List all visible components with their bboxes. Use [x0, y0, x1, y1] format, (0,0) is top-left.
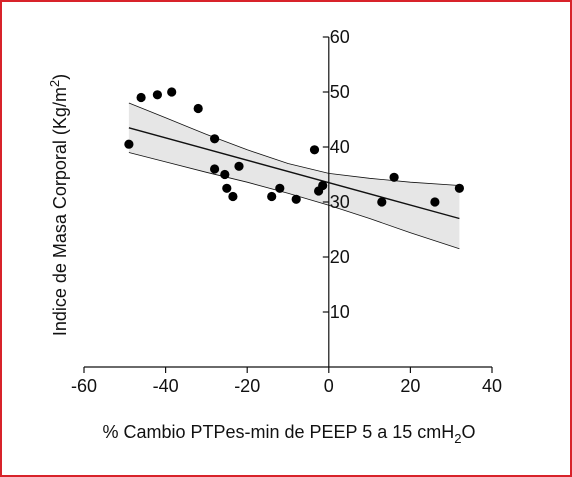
- data-point: [193, 103, 203, 114]
- data-points: [124, 87, 464, 207]
- data-point: [124, 139, 134, 149]
- y-tick-label: 10: [330, 302, 350, 322]
- x-tick-label: -40: [153, 376, 179, 396]
- x-tick-label: -20: [234, 376, 260, 396]
- y-tick-label: 20: [330, 247, 350, 267]
- data-point: [267, 191, 277, 202]
- x-tick-label: 20: [400, 376, 420, 396]
- data-point: [318, 180, 328, 191]
- x-tick-label: 40: [482, 376, 502, 396]
- data-point: [377, 197, 387, 207]
- data-point: [291, 194, 301, 204]
- y-tick-label: 30: [330, 192, 350, 212]
- data-point: [167, 87, 177, 97]
- confidence-band: [128, 103, 460, 249]
- y-tick-label: 60: [330, 27, 350, 47]
- data-point: [430, 197, 440, 207]
- data-point: [222, 183, 232, 193]
- y-axis-label: Indice de Masa Corporal (Kg/m2): [47, 74, 70, 336]
- data-point: [228, 191, 238, 202]
- data-point: [389, 172, 399, 182]
- y-tick-label: 40: [330, 137, 350, 157]
- confidence-band-fill: [128, 103, 460, 249]
- data-point: [220, 169, 230, 180]
- data-point: [454, 183, 464, 193]
- x-axis-label: % Cambio PTPes-min de PEEP 5 a 15 cmH2O: [102, 422, 475, 446]
- x-tick-label: 0: [324, 376, 334, 396]
- data-point: [309, 145, 320, 155]
- axes: -60 -40 -20 0 20 40 10 20 30 40 50 60: [71, 27, 502, 396]
- regression-line: [128, 127, 460, 220]
- x-tick-label: -60: [71, 376, 97, 396]
- data-point: [234, 161, 244, 171]
- y-tick-label: 50: [330, 82, 350, 102]
- ci-lower-line: [128, 152, 460, 250]
- data-point: [275, 183, 285, 193]
- data-point: [210, 134, 220, 144]
- data-point: [136, 92, 146, 103]
- data-point: [210, 164, 220, 174]
- data-point: [152, 90, 162, 100]
